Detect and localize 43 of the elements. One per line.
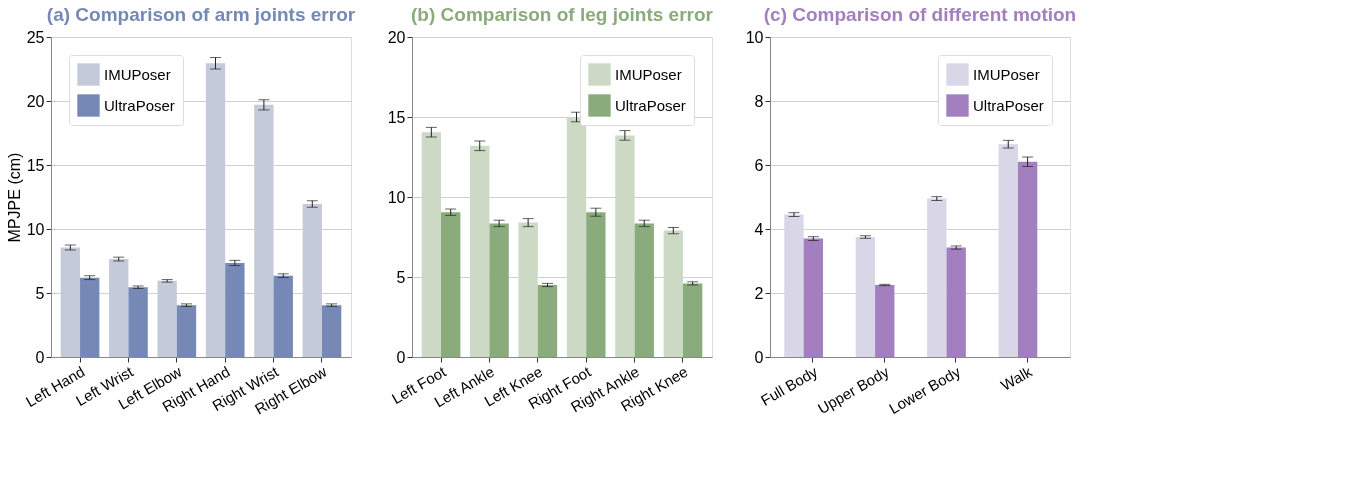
- y-tick-label: 5: [35, 284, 45, 302]
- legend-label: IMUPoser: [615, 65, 682, 83]
- y-tick-label: 10: [26, 220, 45, 238]
- y-tick-label: 10: [745, 28, 764, 46]
- bar: [946, 247, 966, 357]
- bar: [927, 198, 947, 357]
- bar: [1017, 161, 1038, 357]
- bar: [273, 275, 293, 357]
- y-tick-label: 4: [754, 220, 764, 238]
- bar: [80, 277, 100, 357]
- y-tick-label: 15: [26, 156, 45, 174]
- y-tick-label: 0: [754, 348, 764, 366]
- y-tick-label: 20: [26, 92, 45, 110]
- y-tick-label: 15: [387, 108, 406, 126]
- y-tick-label: 0: [396, 348, 406, 366]
- chart-title: (b) Comparison of leg joints error: [411, 4, 714, 25]
- bar: [803, 238, 823, 357]
- legend-label: UltraPoser: [615, 96, 686, 114]
- x-tick-label: Walk: [997, 362, 1036, 394]
- legend-label: IMUPoser: [973, 65, 1040, 83]
- y-tick-label: 20: [387, 28, 406, 46]
- y-tick-label: 5: [396, 268, 406, 286]
- legend-label: IMUPoser: [104, 65, 171, 83]
- y-tick-label: 0: [35, 348, 45, 366]
- y-tick-label: 6: [754, 156, 764, 174]
- chart-title: (c) Comparison of different motion: [763, 4, 1077, 25]
- legend-label: UltraPoser: [973, 96, 1044, 114]
- bar: [586, 212, 606, 357]
- chart-title: (a) Comparison of arm joints error: [46, 4, 356, 25]
- bar: [855, 237, 876, 357]
- bar: [784, 214, 804, 357]
- bar: [128, 287, 148, 357]
- y-axis-title: MPJPE (cm): [5, 152, 23, 243]
- y-tick-label: 10: [387, 188, 406, 206]
- bar: [998, 144, 1018, 357]
- y-tick-label: 2: [754, 284, 764, 302]
- bar: [875, 285, 895, 357]
- y-tick-label: 8: [754, 92, 764, 110]
- bar: [176, 305, 197, 357]
- bar: [682, 283, 703, 357]
- legend-label: UltraPoser: [104, 96, 175, 114]
- bar: [321, 305, 342, 357]
- y-tick-label: 25: [26, 28, 45, 46]
